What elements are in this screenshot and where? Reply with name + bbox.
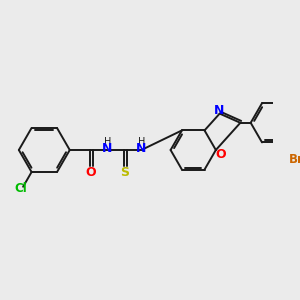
Text: Cl: Cl <box>15 182 28 195</box>
Text: N: N <box>102 142 112 154</box>
Text: N: N <box>136 142 147 154</box>
Text: O: O <box>85 166 96 179</box>
Text: S: S <box>120 166 129 179</box>
Text: H: H <box>138 136 145 146</box>
Text: N: N <box>214 104 224 117</box>
Text: Br: Br <box>289 153 300 167</box>
Text: H: H <box>104 136 111 146</box>
Text: O: O <box>215 148 226 161</box>
